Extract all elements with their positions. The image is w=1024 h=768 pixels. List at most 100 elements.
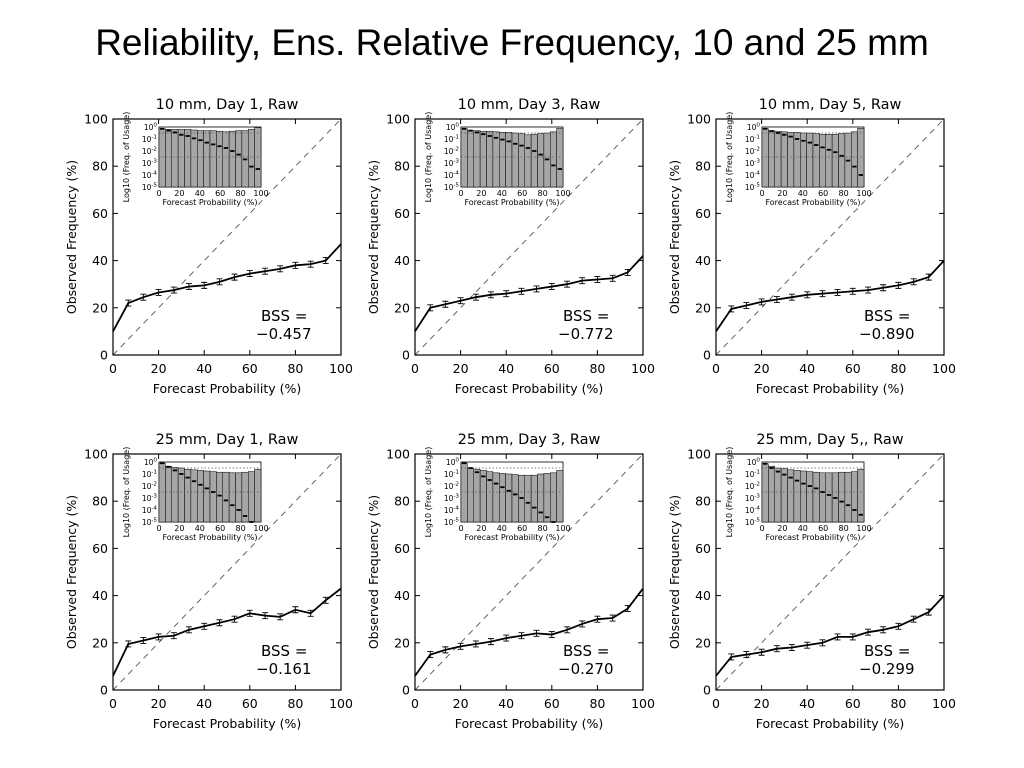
error-bar xyxy=(155,633,162,641)
bss-value: −0.457 xyxy=(256,325,312,343)
histogram-bar xyxy=(812,133,820,188)
inset-y-tick-label: 10-5 xyxy=(745,518,761,527)
histogram-bar xyxy=(197,130,204,188)
inset-y-tick-label: 10-4 xyxy=(745,506,761,515)
x-tick-label: 0 xyxy=(109,696,117,711)
histogram-bar xyxy=(228,472,236,523)
histogram-bar xyxy=(768,130,775,188)
x-tick-label: 60 xyxy=(242,696,258,711)
error-bar xyxy=(910,615,917,623)
x-axis-label: Forecast Probability (%) xyxy=(455,716,604,731)
y-tick-label: 80 xyxy=(695,159,711,174)
histogram-bar xyxy=(537,133,545,188)
inset-x-tick-label: 100 xyxy=(253,524,268,533)
y-tick-label: 100 xyxy=(687,112,711,127)
x-tick-label: 80 xyxy=(589,361,605,376)
inset-x-tick-label: 0 xyxy=(156,524,161,533)
inset-y-axis-label: Log10 (Freq. of Usage) xyxy=(424,112,433,203)
inset-x-axis-label: Forecast Probability (%) xyxy=(162,198,257,207)
histogram-bar xyxy=(216,471,223,523)
x-axis-label: Forecast Probability (%) xyxy=(153,716,302,731)
inset-y-tick-label: 10-1 xyxy=(142,470,158,479)
inset-y-axis-label: Log10 (Freq. of Usage) xyxy=(122,112,131,203)
error-bar xyxy=(503,290,510,298)
histogram-bar xyxy=(184,129,192,188)
error-bar xyxy=(277,613,284,621)
plot-frame xyxy=(414,453,644,691)
y-tick-label: 0 xyxy=(402,348,410,363)
bss-label: BSS = xyxy=(563,307,609,325)
y-axis-label: Observed Frequency (%) xyxy=(366,160,381,314)
error-bar xyxy=(262,612,269,620)
y-tick-label: 100 xyxy=(386,447,410,462)
y-tick-label: 80 xyxy=(695,494,711,509)
panel-title: 25 mm, Day 3, Raw xyxy=(458,432,601,448)
histogram-bar xyxy=(499,473,506,523)
panel-title: 25 mm, Day 1, Raw xyxy=(156,432,299,448)
histogram-bar xyxy=(819,472,826,523)
error-bar xyxy=(185,626,192,634)
error-bar xyxy=(609,274,616,282)
inset-y-tick-label: 10-1 xyxy=(745,470,761,479)
inset-y-tick-label: 10-1 xyxy=(745,135,761,144)
inset-x-tick-label: 40 xyxy=(497,189,507,198)
error-bar xyxy=(140,293,147,301)
histogram-bar xyxy=(530,474,538,523)
y-tick-label: 40 xyxy=(394,588,410,603)
x-tick-label: 60 xyxy=(544,361,560,376)
histogram-bar xyxy=(511,132,519,188)
inset-x-tick-label: 60 xyxy=(517,524,527,533)
inset-y-tick-label: 10-3 xyxy=(142,494,158,503)
error-bar xyxy=(457,642,464,650)
error-bar xyxy=(910,278,917,286)
bss-value: −0.890 xyxy=(859,325,915,343)
error-bar xyxy=(728,653,735,661)
panel-title: 10 mm, Day 5, Raw xyxy=(759,97,902,113)
inset-x-tick-label: 100 xyxy=(856,524,871,533)
inset-x-axis-label: Forecast Probability (%) xyxy=(464,533,559,542)
histogram-bar xyxy=(203,130,211,188)
x-tick-label: 60 xyxy=(544,696,560,711)
histogram-bar xyxy=(492,131,500,188)
histogram-bar xyxy=(511,474,519,523)
inset-x-tick-label: 20 xyxy=(777,524,787,533)
panel-title: 10 mm, Day 1, Raw xyxy=(156,97,299,113)
histogram-bar xyxy=(486,130,494,188)
histogram-bar xyxy=(838,133,846,188)
histogram-bar xyxy=(467,130,474,188)
error-bar xyxy=(758,298,765,306)
inset-y-axis-label: Log10 (Freq. of Usage) xyxy=(725,447,734,538)
histogram-bar xyxy=(228,130,236,188)
inset-y-tick-label: 10-3 xyxy=(745,159,761,168)
y-tick-label: 40 xyxy=(695,253,711,268)
inset-y-tick-label: 10-2 xyxy=(745,482,760,491)
inset-y-tick-label: 10-2 xyxy=(444,482,459,491)
histogram-bar xyxy=(254,468,262,523)
error-bar xyxy=(518,287,525,295)
bss-label: BSS = xyxy=(563,642,609,660)
inset-y-tick-label: 100 xyxy=(144,123,158,132)
histogram-bar xyxy=(518,133,525,188)
y-axis-label: Observed Frequency (%) xyxy=(64,495,79,649)
reliability-panel-2: 0 20 40 60 80 100 0 20 40 60 80 100 10 mm, Day 3, Ra… xyxy=(366,97,655,396)
inset-x-tick-label: 80 xyxy=(236,189,246,198)
inset-x-axis-label: Forecast Probability (%) xyxy=(162,533,257,542)
bss-value: −0.772 xyxy=(558,325,614,343)
error-bar xyxy=(579,620,586,628)
y-axis-label: Observed Frequency (%) xyxy=(366,495,381,649)
error-bar xyxy=(548,283,555,291)
histogram-bar xyxy=(222,471,230,523)
error-bar xyxy=(594,615,601,623)
inset-x-tick-label: 20 xyxy=(777,189,787,198)
inset-x-tick-label: 60 xyxy=(818,189,828,198)
histogram-bar xyxy=(780,468,788,523)
y-tick-label: 80 xyxy=(92,159,108,174)
error-bar xyxy=(865,286,872,294)
x-tick-label: 20 xyxy=(151,696,167,711)
inset-x-tick-label: 80 xyxy=(236,524,246,533)
inset-y-tick-label: 10-2 xyxy=(142,147,157,156)
error-bar xyxy=(804,291,811,299)
y-tick-label: 100 xyxy=(386,112,410,127)
bss-label: BSS = xyxy=(261,307,307,325)
x-tick-label: 40 xyxy=(498,696,514,711)
